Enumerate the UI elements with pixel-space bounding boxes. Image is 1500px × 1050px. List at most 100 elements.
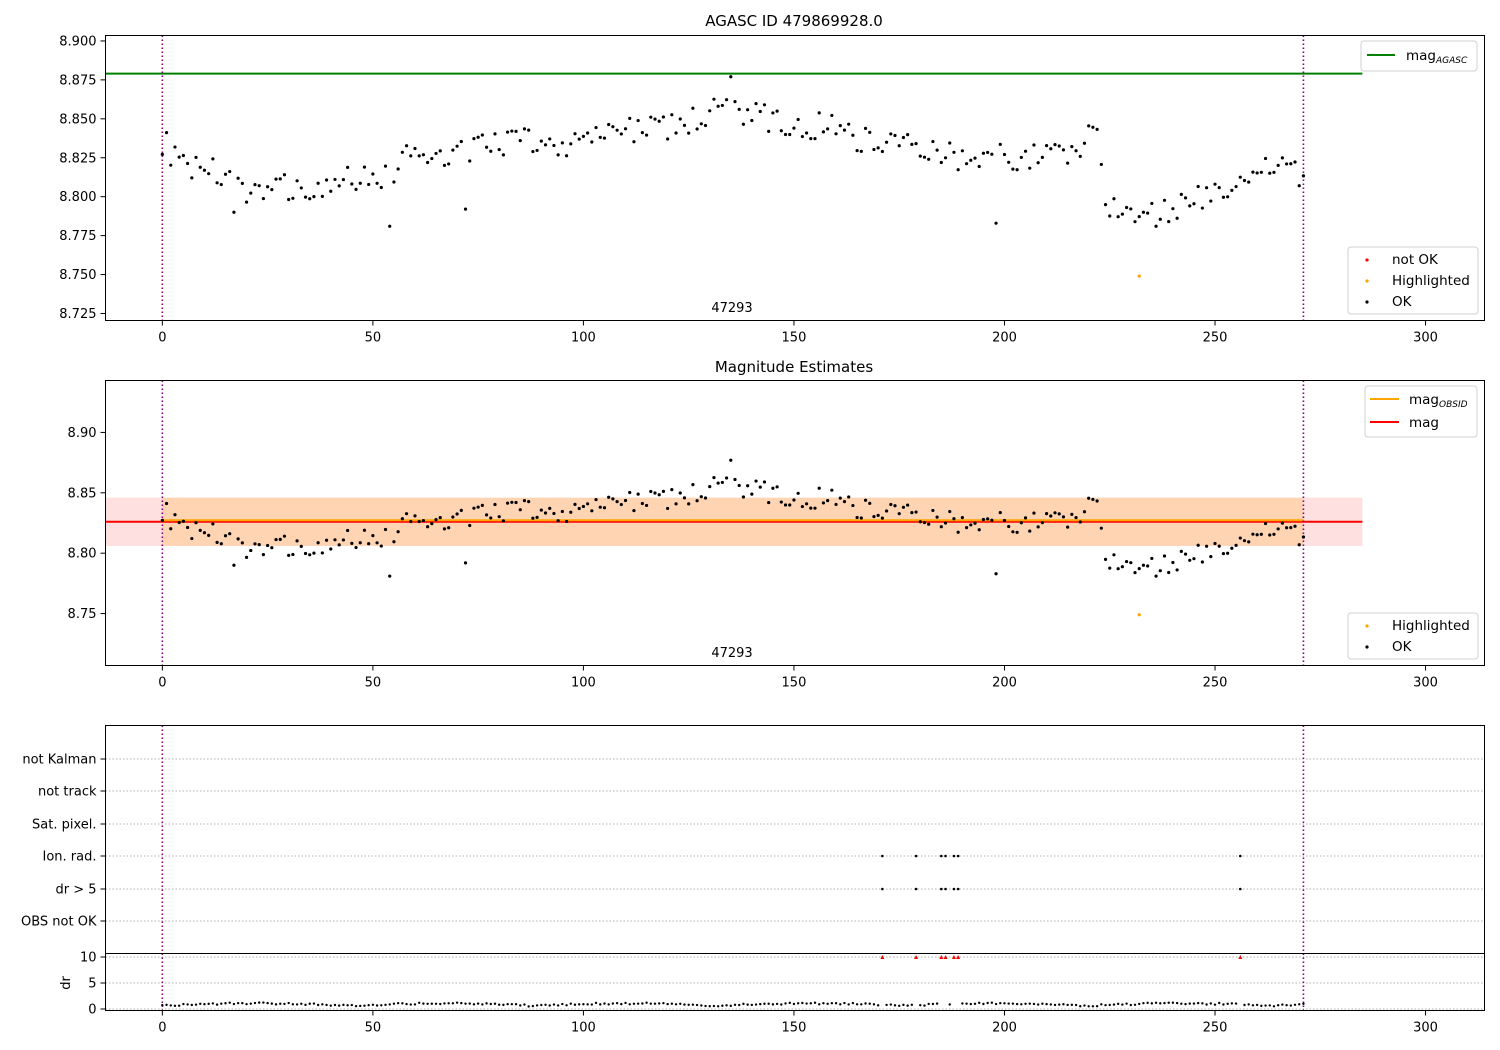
ok-point [350, 182, 354, 186]
panel2-frame [105, 380, 1485, 666]
dr-point [283, 1002, 286, 1006]
ok-point [1221, 195, 1226, 199]
ok-point [590, 140, 594, 144]
ok-point [674, 131, 678, 135]
ok-point [695, 127, 699, 131]
dr-point [535, 1004, 539, 1007]
ok-point [1087, 496, 1091, 500]
ok-point [1057, 512, 1061, 516]
ok-point [611, 497, 615, 501]
y-tick-label: 8.90 [68, 426, 97, 441]
ok-point [1133, 220, 1137, 224]
dr-point [839, 1003, 842, 1006]
ok-point [981, 517, 986, 522]
dr-point [1138, 1002, 1141, 1006]
dr-point [300, 1002, 303, 1005]
legend-highlighted-label: Highlighted [1392, 273, 1470, 289]
ok-point [893, 504, 897, 508]
dr-point [910, 1003, 914, 1006]
ok-point [851, 503, 855, 508]
ok-point [834, 132, 838, 136]
dr-point [481, 1003, 484, 1006]
dr-point [443, 1002, 446, 1005]
ok-point [1251, 170, 1255, 174]
dr-point [615, 1001, 619, 1005]
ok-point [1116, 567, 1120, 571]
dr-point [1175, 1001, 1179, 1005]
dr-point [363, 1004, 366, 1007]
x-tick-label: 50 [365, 331, 382, 346]
ok-point [316, 181, 320, 185]
dr-point [590, 1003, 594, 1006]
ok-point [889, 132, 893, 136]
dr-point [1222, 1003, 1225, 1006]
ok-point [506, 130, 510, 134]
ok-point [556, 153, 560, 157]
dr-point [1062, 1003, 1065, 1006]
ok-point [762, 480, 767, 484]
dr-point [316, 1003, 320, 1007]
ok-point [535, 148, 539, 153]
ok-point [396, 530, 400, 534]
flag-row-label: Sat. pixel. [32, 818, 96, 833]
dr-point [1074, 1003, 1078, 1007]
dr-point [561, 1002, 564, 1006]
magnitude-estimates-panel: Magnitude Estimates 0 50 100 150 200 250 300 8… [68, 358, 1485, 691]
dr-point [775, 1002, 779, 1006]
ok-point [813, 506, 817, 510]
ok-point [830, 488, 834, 492]
dr-point [927, 1002, 930, 1006]
ok-point [788, 503, 792, 507]
ok-point [506, 501, 510, 505]
ok-point [1124, 205, 1129, 210]
dr-point [1011, 1002, 1015, 1005]
ok-point [228, 169, 232, 174]
dr-point [611, 1002, 615, 1005]
dr-point [266, 1001, 269, 1005]
dr-point [1184, 1002, 1187, 1006]
ok-point [291, 196, 295, 200]
ok-point [266, 543, 270, 548]
ok-point [421, 519, 426, 523]
ok-point [973, 521, 977, 525]
ok-point [480, 133, 484, 137]
dr-point [725, 1004, 728, 1007]
dr-point [1079, 1005, 1082, 1008]
ok-point [228, 532, 232, 536]
dr-point [1116, 1002, 1120, 1006]
ok-point [783, 503, 788, 507]
ok-point [333, 177, 337, 182]
dr-point [417, 1001, 421, 1005]
ok-point [1234, 184, 1238, 189]
ok-point [1120, 565, 1124, 569]
ok-point [1196, 543, 1200, 547]
ok-point [914, 510, 918, 514]
dr-point [1032, 1002, 1036, 1006]
ok-point [623, 498, 628, 503]
dr-point [439, 1002, 442, 1006]
ok-point [910, 511, 914, 515]
ok-point [476, 135, 480, 139]
dr-point [834, 1002, 838, 1005]
panel3-frame [105, 725, 1485, 1011]
ok-point [257, 543, 261, 547]
ok-point [497, 515, 501, 519]
ok-point [392, 180, 396, 184]
ok-point [712, 475, 716, 480]
dr-clipped-marker [1238, 955, 1243, 959]
ok-point [821, 501, 826, 505]
ok-point [632, 140, 636, 144]
ok-point [1032, 511, 1036, 515]
ok-point [623, 127, 628, 131]
y-tick-label: 8.80 [68, 547, 97, 562]
ok-point [404, 512, 409, 516]
ok-point [379, 185, 383, 190]
y-tick-label: 8.825 [59, 151, 96, 166]
ok-point [1095, 499, 1099, 503]
mag-obsid-legend-label: magOBSID [1409, 392, 1468, 410]
ok-point [1293, 160, 1297, 164]
ok-point [737, 107, 741, 111]
dr-point [1083, 1004, 1086, 1007]
ok-point [981, 151, 986, 155]
